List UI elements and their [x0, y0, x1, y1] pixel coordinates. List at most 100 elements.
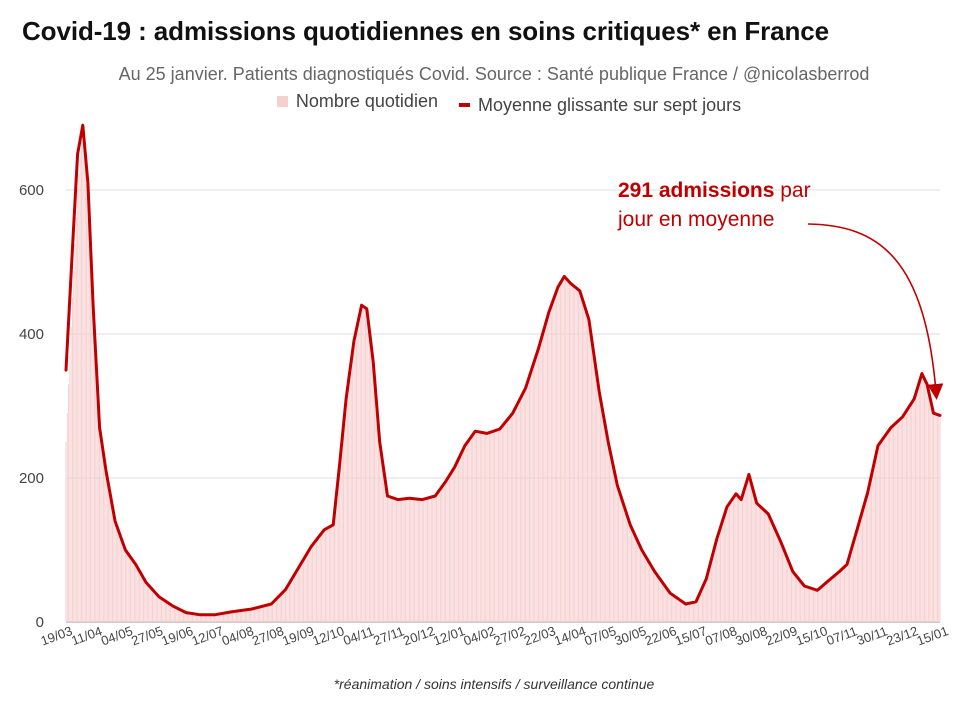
bar	[667, 589, 669, 622]
bar	[122, 543, 124, 622]
bar	[628, 520, 630, 622]
chart-title: Covid-19 : admissions quotidiennes en so…	[22, 16, 830, 46]
footnote: *réanimation / soins intensifs / surveil…	[333, 676, 655, 692]
bar	[841, 569, 843, 622]
bar	[170, 604, 172, 622]
bar	[535, 356, 537, 622]
bar	[310, 546, 312, 622]
y-axis-ticks: 0 200 400 600	[19, 182, 44, 631]
bar	[674, 596, 676, 622]
bar	[876, 451, 878, 622]
bar	[390, 497, 392, 622]
bar	[567, 280, 569, 622]
bar	[723, 514, 725, 622]
bar	[370, 341, 372, 622]
bar	[833, 575, 835, 622]
bar	[91, 290, 93, 622]
bar	[463, 448, 465, 622]
bar	[704, 581, 706, 622]
bar	[194, 614, 196, 622]
bar	[529, 376, 530, 622]
bar	[886, 433, 888, 622]
bar	[207, 614, 209, 622]
bar	[558, 285, 560, 622]
bar	[264, 605, 266, 622]
bar	[840, 570, 842, 622]
bar	[775, 531, 777, 622]
bar	[588, 319, 590, 622]
bar	[810, 588, 812, 622]
bar	[225, 612, 227, 622]
bar	[938, 414, 940, 622]
bar	[752, 488, 754, 622]
bar	[288, 583, 290, 622]
bar	[736, 495, 738, 622]
bar	[774, 528, 776, 622]
bar	[769, 516, 771, 622]
bar	[530, 372, 532, 622]
bar	[345, 398, 347, 622]
bar	[734, 495, 736, 622]
bar	[921, 373, 923, 622]
bar	[68, 384, 70, 622]
bar	[868, 486, 870, 622]
bar	[130, 557, 132, 622]
bar	[332, 524, 334, 622]
bar	[321, 533, 323, 622]
bar	[412, 498, 414, 622]
bar	[163, 600, 165, 622]
bar	[894, 424, 896, 622]
bar	[927, 390, 929, 622]
bar	[878, 443, 880, 622]
bar	[257, 607, 259, 622]
bar	[352, 350, 354, 622]
bar	[186, 612, 188, 622]
bar	[72, 298, 73, 622]
bar	[316, 539, 317, 622]
bar	[703, 584, 705, 622]
bar	[105, 478, 107, 622]
bar	[518, 400, 520, 622]
bar	[361, 305, 363, 622]
bar	[295, 572, 297, 622]
bar	[763, 510, 765, 622]
bar	[358, 317, 360, 622]
bar	[915, 394, 916, 622]
bar	[317, 538, 319, 622]
moving-average	[64, 123, 942, 617]
bar	[286, 587, 288, 622]
bar	[396, 499, 397, 622]
bar	[121, 540, 122, 622]
bar	[882, 438, 884, 622]
bar	[117, 531, 119, 622]
bar	[261, 606, 263, 622]
bar	[337, 475, 339, 622]
bar	[829, 579, 831, 622]
bar	[491, 431, 493, 622]
bar	[424, 498, 426, 622]
bar	[139, 571, 141, 622]
bar	[871, 474, 873, 622]
bar	[934, 413, 936, 622]
bar	[472, 434, 474, 622]
bar	[250, 609, 252, 622]
bar	[189, 613, 191, 622]
bar	[406, 498, 408, 622]
bar	[698, 596, 700, 622]
bar	[610, 454, 612, 622]
bar	[718, 531, 720, 622]
bar	[625, 512, 627, 622]
bar	[513, 410, 515, 622]
bar	[656, 575, 658, 622]
bar	[299, 565, 301, 622]
bar	[590, 337, 592, 622]
bar	[756, 503, 758, 622]
bar	[665, 587, 667, 622]
bar	[523, 390, 525, 622]
bar	[787, 558, 789, 622]
bar	[554, 294, 556, 622]
bar	[559, 282, 561, 622]
bar	[387, 496, 388, 622]
bar	[303, 559, 304, 622]
bar	[531, 368, 533, 622]
